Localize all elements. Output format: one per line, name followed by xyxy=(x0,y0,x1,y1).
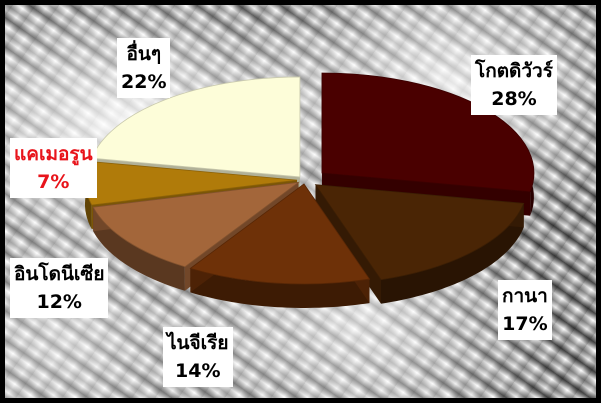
pie-chart xyxy=(84,72,535,308)
slice-side xyxy=(190,268,370,308)
slice-label-name: อินโดนีเซีย xyxy=(14,263,105,285)
slice-label-pct: 12% xyxy=(36,291,82,313)
slice-label-name: โกตดิวัวร์ xyxy=(475,60,553,82)
pie-slice xyxy=(92,181,300,268)
label-nigeria: ไนจีเรีย 14% xyxy=(163,327,233,387)
slice-label-name: อื่นๆ xyxy=(126,43,162,65)
label-ghana: กานา 17% xyxy=(498,280,552,340)
label-others: อื่นๆ 22% xyxy=(117,38,171,98)
slice-side xyxy=(93,207,185,291)
slice-label-name: แคเมอรูน xyxy=(14,143,93,165)
label-cameroon: แคเมอรูน 7% xyxy=(10,138,97,198)
label-cote-divoire: โกตดิวัวร์ 28% xyxy=(471,55,557,115)
slice-label-name: ไนจีเรีย xyxy=(167,332,229,354)
pie-slice xyxy=(91,76,301,178)
pie-slice xyxy=(189,183,371,285)
slice-label-pct: 7% xyxy=(37,171,70,193)
chart-frame: โกตดิวัวร์ 28% กานา 17% ไนจีเรีย 14% อิน… xyxy=(3,3,598,400)
label-indonesia: อินโดนีเซีย 12% xyxy=(10,258,109,318)
slice-label-pct: 22% xyxy=(121,71,167,93)
pie-slice xyxy=(314,184,525,281)
slice-label-name: กานา xyxy=(502,285,548,307)
slice-label-pct: 14% xyxy=(175,360,221,382)
slice-side xyxy=(381,203,524,304)
slice-label-pct: 28% xyxy=(491,88,537,110)
slice-label-pct: 17% xyxy=(502,313,548,335)
